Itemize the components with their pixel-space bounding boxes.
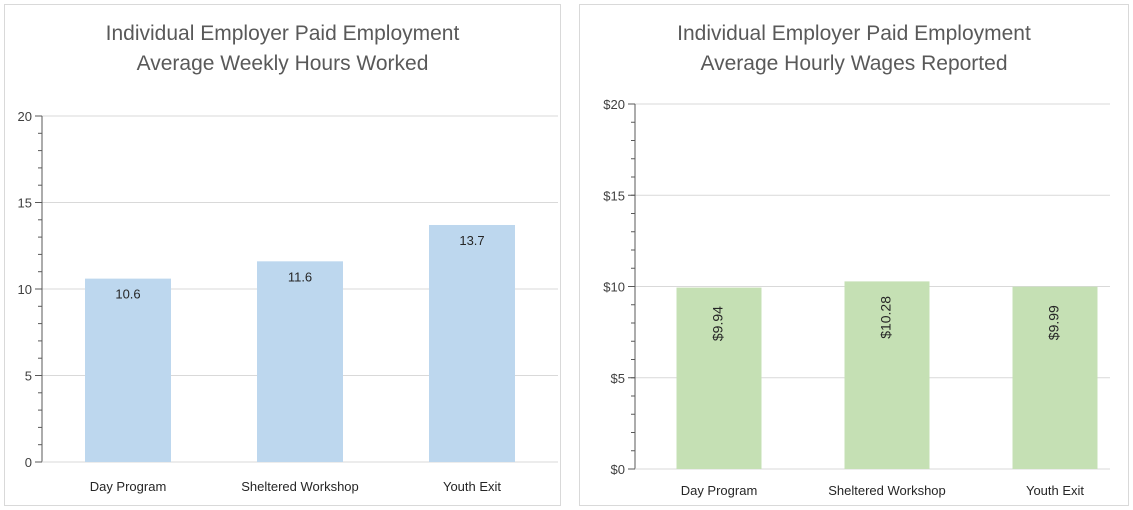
chart-title-line1: Individual Employer Paid Employment — [677, 22, 1031, 45]
y-tick-label: 15 — [18, 196, 32, 211]
data-label: 13.7 — [459, 233, 484, 248]
chart-plot-hours: 0 5 10 15 20 10.6 Day Program 11.6 Sheltered Wor… — [18, 109, 558, 494]
y-tick-label: $15 — [603, 188, 625, 203]
y-tick-label: $5 — [611, 371, 625, 386]
y-tick-label: 0 — [25, 455, 32, 470]
chart-title: Individual Employer Paid Employment Aver… — [5, 19, 560, 79]
chart-panel-wages: Individual Employer Paid Employment Aver… — [579, 4, 1129, 506]
bar — [676, 287, 762, 469]
y-tick-label: $20 — [603, 97, 625, 112]
x-category-label: Youth Exit — [1026, 483, 1084, 498]
data-label: 10.6 — [115, 287, 140, 302]
data-label: $9.94 — [710, 306, 726, 341]
x-category-label: Day Program — [681, 483, 758, 498]
data-label: $10.28 — [878, 296, 894, 339]
x-category-label: Youth Exit — [443, 479, 501, 494]
y-tick-label: $10 — [603, 280, 625, 295]
bar — [257, 261, 343, 462]
chart-title-line2: Average Weekly Hours Worked — [136, 52, 429, 75]
chart-panel-hours: Individual Employer Paid Employment Aver… — [4, 4, 561, 506]
y-tick-label: 5 — [25, 369, 32, 384]
y-tick-label: $0 — [611, 462, 625, 477]
x-category-label: Day Program — [90, 479, 167, 494]
chart-title-line2: Average Hourly Wages Reported — [700, 52, 1008, 75]
x-category-label: Sheltered Workshop — [241, 479, 359, 494]
bar — [844, 281, 930, 469]
chart-title-line1: Individual Employer Paid Employment — [105, 22, 460, 45]
x-category-label: Sheltered Workshop — [828, 483, 946, 498]
data-label: $9.99 — [1046, 305, 1062, 340]
bar — [429, 224, 515, 462]
chart-plot-wages: $0 $5 $10 $15 $20 $9.94 Day Program $10.28 Shelt… — [603, 97, 1110, 498]
data-label: 11.6 — [288, 269, 312, 284]
bar — [85, 278, 171, 462]
bar — [1012, 286, 1098, 469]
chart-title: Individual Employer Paid Employment Aver… — [580, 19, 1128, 79]
y-tick-label: 20 — [18, 109, 32, 124]
y-tick-label: 10 — [18, 282, 32, 297]
